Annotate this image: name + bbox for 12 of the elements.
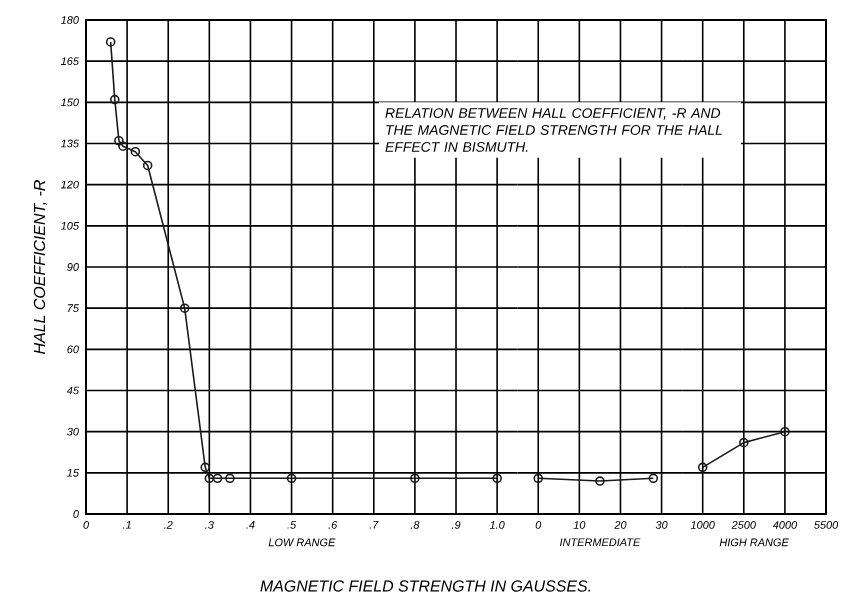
point xyxy=(118,141,128,152)
point xyxy=(114,135,124,146)
point xyxy=(286,473,297,484)
point xyxy=(179,303,190,313)
point xyxy=(212,473,223,484)
point xyxy=(225,473,235,484)
point xyxy=(410,473,420,484)
point xyxy=(200,462,211,473)
point xyxy=(142,160,153,171)
point xyxy=(130,146,141,157)
point xyxy=(110,94,120,105)
point xyxy=(204,473,215,484)
